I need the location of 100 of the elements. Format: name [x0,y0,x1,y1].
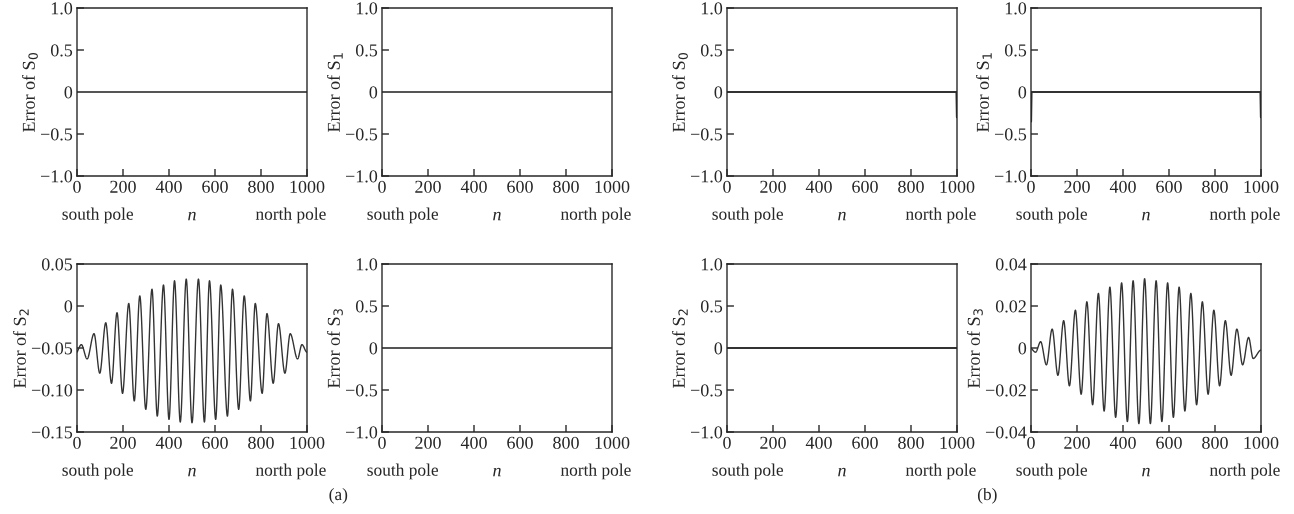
x-tick-label: 1000 [595,180,630,193]
y-tick-label: 0.04 [995,258,1027,271]
y-tick-label: −1.0 [345,170,378,183]
x-tick-label: 800 [553,436,579,449]
x-tick-label: 600 [852,436,878,449]
y-axis-title: Error of S$_{3}$ [967,309,983,389]
y-tick-label: 0.02 [995,300,1026,313]
y-tick-label: 0 [714,86,723,99]
y-tick-label: 0 [1018,342,1027,355]
x-tick-label: 0 [723,180,731,193]
y-tick-label: −0.5 [690,384,723,397]
y-axis-title: Error of S$_{1}$ [976,53,992,133]
x-tick-label: 1000 [1244,180,1279,193]
text: south pole [367,207,439,224]
x-tick-label: 600 [1156,436,1182,449]
x-tick-label: 800 [1202,180,1228,193]
y-tick-label: −0.5 [345,384,378,397]
y-axis-title: Error of S$_{0}$ [672,52,688,133]
text: north pole [905,463,976,480]
y-tick-label: 0.5 [355,300,378,313]
x-tick-label: 400 [460,436,487,449]
x-tick-label: 400 [805,180,832,193]
x-axis-title: n [188,467,196,477]
y-tick-label: −0.05 [31,342,73,355]
text: south pole [62,207,134,224]
text: (a) [329,487,348,504]
y-tick-label: −1.0 [690,170,723,183]
x-axis-title: n [838,211,846,221]
x-tick-label: 800 [1202,436,1228,449]
x-tick-label: 1000 [940,180,975,193]
y-tick-label: −1.0 [40,170,73,183]
x-tick-label: 800 [898,180,924,193]
x-tick-label: 0 [1027,180,1035,193]
x-tick-label: 0 [1027,436,1035,449]
y-axis-title: Error of S$_{2}$ [672,309,688,389]
y-tick-label: −0.02 [985,384,1026,397]
y-tick-label: −1.0 [345,426,378,439]
x-tick-label: 0 [73,180,81,193]
text: north pole [560,463,631,480]
text: north pole [1209,207,1280,224]
x-tick-label: 800 [248,436,274,449]
x-tick-label: 600 [202,436,228,449]
x-axis-title: n [493,211,501,221]
x-tick-label: 600 [507,436,533,449]
y-tick-label: −0.15 [31,426,73,439]
x-tick-label: 1000 [940,436,975,449]
y-axis-title: Error of S$_{3}$ [327,309,343,389]
y-tick-label: 1.0 [356,2,378,15]
y-tick-label: 1.0 [356,258,378,271]
text: north pole [905,207,976,224]
x-tick-label: 1000 [290,180,325,193]
x-tick-label: 400 [1109,180,1136,193]
x-tick-label: 400 [805,436,832,449]
x-tick-label: 200 [1064,436,1090,449]
y-tick-label: −0.04 [985,426,1027,439]
x-tick-label: 0 [723,436,731,449]
x-tick-label: 400 [1109,436,1136,449]
x-tick-label: 0 [378,180,386,193]
x-tick-label: 0 [378,436,386,449]
x-axis-title: n [1142,211,1150,221]
y-axis-title: Error of S$_{0}$ [22,52,38,133]
text: north pole [255,463,326,480]
x-tick-label: 200 [1064,180,1090,193]
x-tick-label: 200 [760,180,786,193]
y-tick-label: 1.0 [701,258,723,271]
y-tick-label: 0 [714,342,723,355]
x-tick-label: 400 [460,180,487,193]
text: south pole [712,463,784,480]
y-tick-label: 0 [64,300,73,313]
x-tick-label: 200 [415,436,441,449]
text: south pole [1016,207,1088,224]
text: north pole [255,207,326,224]
y-axis-title: Error of S$_{1}$ [327,53,343,133]
x-axis-title: n [493,467,501,477]
x-axis-title: n [838,467,846,477]
x-tick-label: 0 [73,436,81,449]
y-tick-label: 1.0 [1005,2,1027,15]
y-tick-label: 0 [369,342,378,355]
text: south pole [712,207,784,224]
y-tick-label: 0 [1018,86,1027,99]
x-tick-label: 600 [507,180,533,193]
y-tick-label: 0.05 [41,258,73,271]
text: (b) [977,487,997,504]
y-tick-label: 1.0 [701,2,723,15]
text: north pole [560,207,631,224]
x-tick-label: 200 [415,180,441,193]
y-tick-label: 0 [369,86,378,99]
x-axis-title: n [1142,467,1150,477]
y-tick-label: 0.5 [355,44,378,57]
x-tick-label: 600 [202,180,228,193]
text: south pole [367,463,439,480]
x-tick-label: 200 [110,436,136,449]
x-tick-label: 600 [1156,180,1182,193]
x-tick-label: 1000 [595,436,630,449]
text: south pole [62,463,134,480]
y-tick-label: −0.10 [31,384,73,397]
x-tick-label: 200 [760,436,786,449]
y-tick-label: −1.0 [690,426,723,439]
x-tick-label: 200 [110,180,136,193]
x-tick-label: 400 [155,436,182,449]
